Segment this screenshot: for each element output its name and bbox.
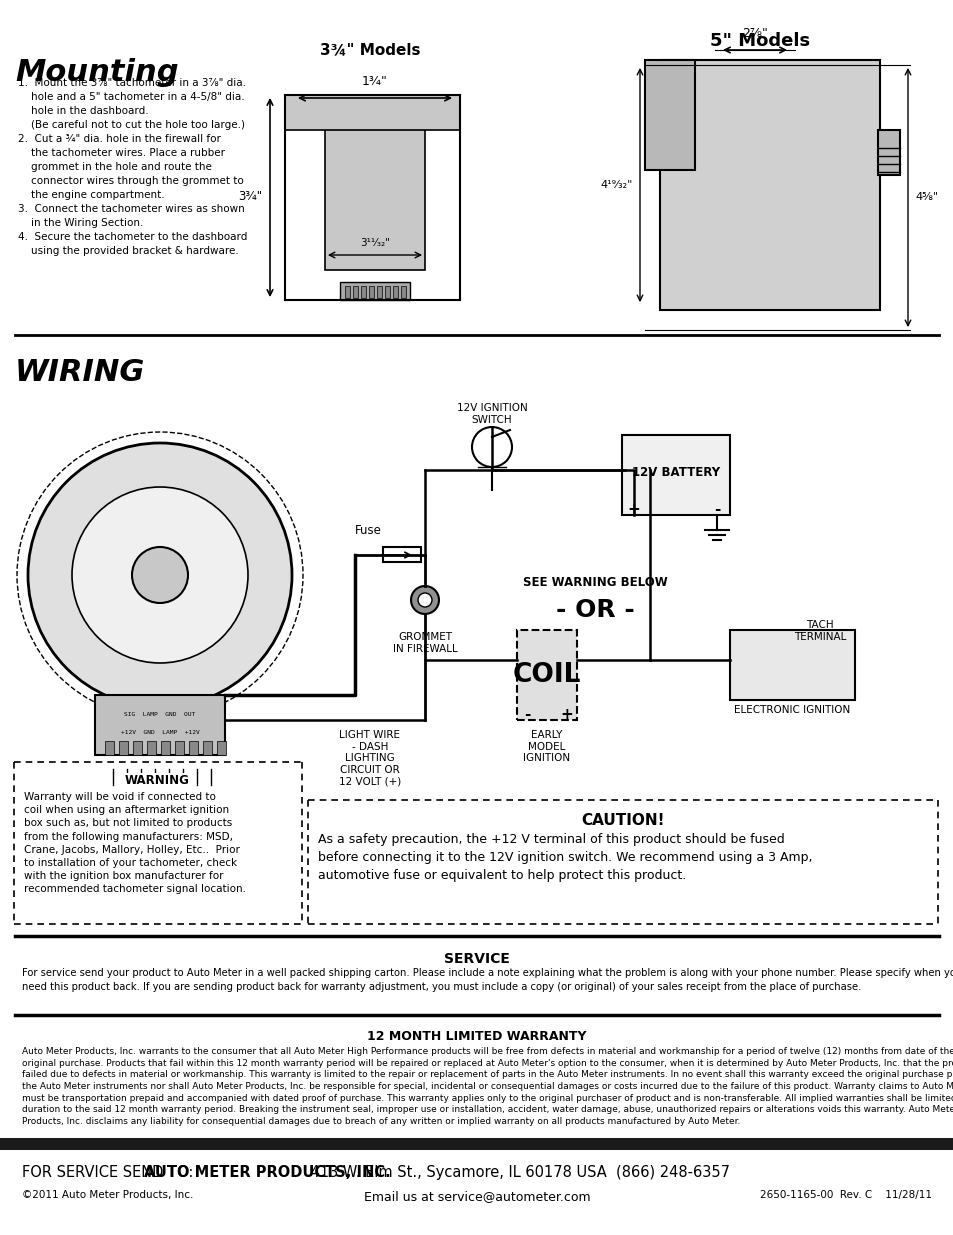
Text: Mounting: Mounting <box>15 58 178 86</box>
Text: TACH
TERMINAL: TACH TERMINAL <box>793 620 845 642</box>
Text: Fuse: Fuse <box>355 524 381 536</box>
Bar <box>0 1137 953 1150</box>
Bar <box>621 435 729 515</box>
Text: +: + <box>627 501 639 517</box>
Bar <box>285 95 459 130</box>
Text: AUTO METER PRODUCTS, INC.: AUTO METER PRODUCTS, INC. <box>144 1165 390 1179</box>
Bar <box>729 630 854 700</box>
Text: 1¾": 1¾" <box>362 75 388 88</box>
Bar <box>174 741 184 755</box>
Text: WIRING: WIRING <box>15 358 145 387</box>
Bar <box>877 130 899 175</box>
Bar <box>345 287 350 298</box>
Text: SERVICE: SERVICE <box>443 952 510 966</box>
Bar <box>659 61 879 310</box>
Text: 3¾" Models: 3¾" Models <box>319 42 420 57</box>
Bar <box>385 287 390 298</box>
Text: SIG  LAMP  GND  OUT: SIG LAMP GND OUT <box>124 713 195 718</box>
Text: LIGHT WIRE
- DASH
LIGHTING
CIRCUIT OR
12 VOLT (+): LIGHT WIRE - DASH LIGHTING CIRCUIT OR 12… <box>338 730 400 787</box>
Text: 3¾": 3¾" <box>237 190 262 204</box>
Text: 12 MONTH LIMITED WARRANTY: 12 MONTH LIMITED WARRANTY <box>367 1030 586 1044</box>
Bar <box>517 630 577 720</box>
Text: Auto Meter Products, Inc. warrants to the consumer that all Auto Meter High Perf: Auto Meter Products, Inc. warrants to th… <box>22 1047 953 1126</box>
Circle shape <box>132 547 188 603</box>
Bar <box>95 695 225 755</box>
Bar <box>189 741 198 755</box>
Text: 4⅝": 4⅝" <box>914 191 937 203</box>
Text: 3¹¹⁄₃₂": 3¹¹⁄₃₂" <box>359 238 390 248</box>
Text: 12V IGNITION
SWITCH: 12V IGNITION SWITCH <box>456 403 527 425</box>
Text: ©2011 Auto Meter Products, Inc.: ©2011 Auto Meter Products, Inc. <box>22 1191 193 1200</box>
Text: Warranty will be void if connected to
coil when using an aftermarket ignition
bo: Warranty will be void if connected to co… <box>24 792 246 894</box>
Text: For service send your product to Auto Meter in a well packed shipping carton. Pl: For service send your product to Auto Me… <box>22 968 953 992</box>
Text: CAUTION!: CAUTION! <box>580 813 664 827</box>
Text: GROMMET
IN FIREWALL: GROMMET IN FIREWALL <box>393 632 456 653</box>
Text: -: - <box>523 706 530 722</box>
Text: 2⅞": 2⅞" <box>741 27 767 40</box>
Bar <box>161 741 170 755</box>
Bar <box>644 61 695 170</box>
Text: SEE WARNING BELOW: SEE WARNING BELOW <box>522 576 667 589</box>
Bar <box>132 741 142 755</box>
Text: 2650-1165-00  Rev. C    11/28/11: 2650-1165-00 Rev. C 11/28/11 <box>760 1191 931 1200</box>
Text: Email us at service@autometer.com: Email us at service@autometer.com <box>363 1191 590 1203</box>
Text: +12V  GND  LAMP  +12V: +12V GND LAMP +12V <box>120 730 199 735</box>
Bar <box>105 741 113 755</box>
Text: As a safety precaution, the +12 V terminal of this product should be fused
befor: As a safety precaution, the +12 V termin… <box>317 832 812 882</box>
Text: 12V BATTERY: 12V BATTERY <box>631 466 720 478</box>
Text: 413 W. Elm St., Sycamore, IL 60178 USA  (866) 248-6357: 413 W. Elm St., Sycamore, IL 60178 USA (… <box>306 1165 730 1179</box>
Bar <box>376 287 381 298</box>
Bar <box>339 282 410 300</box>
Bar <box>216 741 226 755</box>
Text: FOR SERVICE SEND TO:: FOR SERVICE SEND TO: <box>22 1165 198 1179</box>
Bar <box>393 287 397 298</box>
Text: COIL: COIL <box>513 662 580 688</box>
Text: -: - <box>713 501 720 517</box>
Bar <box>382 547 420 562</box>
Text: 5" Models: 5" Models <box>709 32 809 49</box>
Text: WARNING: WARNING <box>125 774 190 787</box>
Circle shape <box>411 585 438 614</box>
Bar <box>353 287 357 298</box>
Bar <box>147 741 156 755</box>
Bar <box>360 287 366 298</box>
Circle shape <box>417 593 432 606</box>
Bar <box>369 287 374 298</box>
Text: +: + <box>560 706 573 722</box>
Bar <box>400 287 406 298</box>
Text: ELECTRONIC IGNITION: ELECTRONIC IGNITION <box>733 705 849 715</box>
Bar <box>203 741 212 755</box>
Text: - OR -: - OR - <box>555 598 634 622</box>
Text: 4¹⁹⁄₃₂": 4¹⁹⁄₃₂" <box>600 180 633 190</box>
Circle shape <box>28 443 292 706</box>
Circle shape <box>71 487 248 663</box>
Bar <box>119 741 128 755</box>
Text: EARLY
MODEL
IGNITION: EARLY MODEL IGNITION <box>523 730 570 763</box>
Text: 1.  Mount the 3⅞" tachometer in a 3⅞" dia.
    hole and a 5" tachometer in a 4-5: 1. Mount the 3⅞" tachometer in a 3⅞" dia… <box>18 78 247 256</box>
Bar <box>325 95 424 270</box>
